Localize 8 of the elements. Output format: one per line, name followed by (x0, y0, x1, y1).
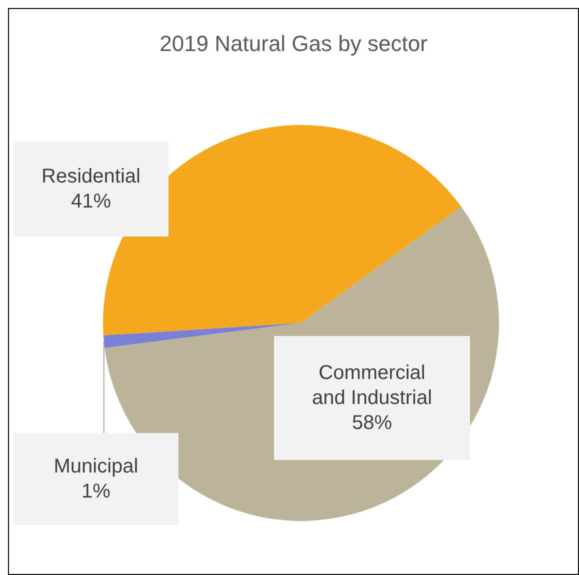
slice-label: Residential (42, 166, 140, 188)
chart-title: 2019 Natural Gas by sector (158, 31, 428, 57)
slice-label: Commercial and Industrial (312, 362, 432, 409)
data-label: 58% (352, 412, 392, 434)
data-label: 1% (82, 480, 111, 502)
data-label: 41% (70, 190, 112, 212)
pie-slice (103, 323, 301, 348)
slice-label: Municipal (54, 456, 138, 478)
